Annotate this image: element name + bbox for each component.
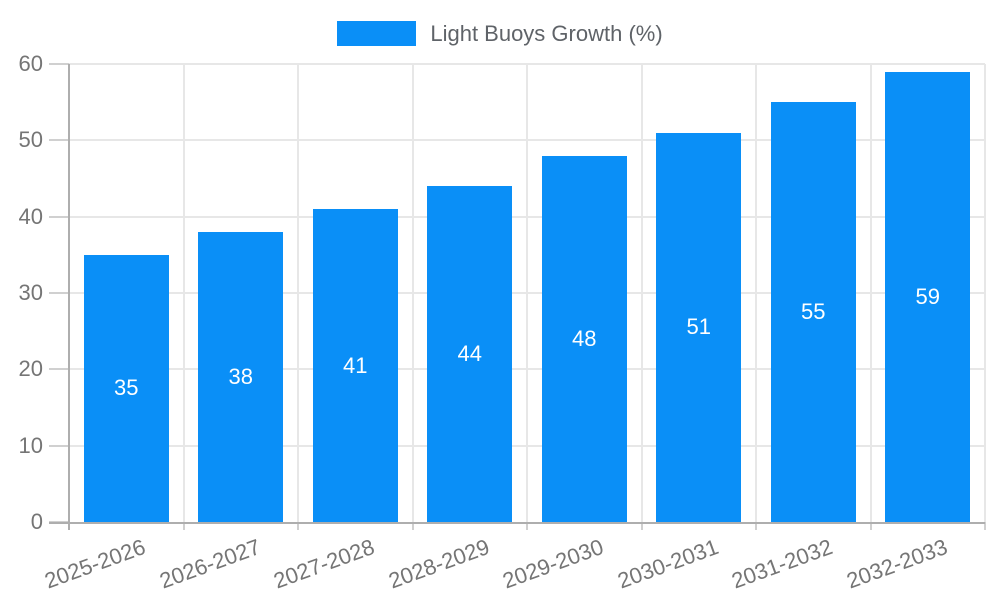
x-tick-label: 2029-2030 bbox=[499, 534, 607, 594]
bar-value-label: 59 bbox=[915, 283, 940, 309]
y-tick-mark bbox=[49, 368, 69, 371]
x-tick-mark bbox=[411, 522, 414, 530]
x-tick-mark bbox=[526, 522, 528, 530]
x-tick-label: 2031-2032 bbox=[728, 534, 836, 594]
bar[interactable]: 55 bbox=[770, 102, 856, 522]
bar[interactable]: 41 bbox=[312, 209, 398, 522]
x-gridline bbox=[297, 64, 299, 522]
x-tick-label: 2027-2028 bbox=[270, 534, 378, 594]
y-tick-label: 50 bbox=[18, 127, 43, 153]
bar-value-label: 41 bbox=[343, 352, 368, 378]
x-tick-label: 2026-2027 bbox=[155, 534, 264, 594]
bar[interactable]: 35 bbox=[83, 254, 169, 522]
x-tick-label: 2032-2033 bbox=[842, 534, 951, 594]
y-tick-label: 20 bbox=[18, 356, 43, 382]
y-tick-label: 40 bbox=[18, 203, 43, 229]
y-tick-label: 60 bbox=[18, 51, 43, 76]
y-tick-mark bbox=[49, 215, 69, 218]
y-tick-mark bbox=[49, 63, 69, 65]
bar-value-label: 48 bbox=[572, 325, 597, 351]
x-gridline bbox=[869, 64, 872, 522]
y-tick-label: 30 bbox=[18, 280, 43, 305]
legend-swatch-icon bbox=[337, 20, 417, 46]
legend-label: Light Buoys Growth (%) bbox=[430, 20, 663, 46]
bar-value-label: 38 bbox=[228, 363, 253, 389]
bar[interactable]: 51 bbox=[656, 132, 742, 522]
legend[interactable]: Light Buoys Growth (%) bbox=[0, 18, 1000, 48]
bar[interactable]: 44 bbox=[427, 186, 513, 522]
y-tick-label: 0 bbox=[30, 509, 43, 534]
bar-value-label: 51 bbox=[686, 314, 711, 340]
x-tick-mark bbox=[984, 522, 986, 530]
x-gridline bbox=[984, 64, 986, 522]
x-tick-label: 2025-2026 bbox=[41, 534, 149, 594]
y-tick-label: 10 bbox=[18, 432, 43, 458]
x-tick-mark bbox=[297, 522, 299, 530]
x-gridline bbox=[640, 64, 643, 522]
bar[interactable]: 48 bbox=[541, 155, 627, 522]
y-tick-mark bbox=[49, 292, 69, 294]
x-tick-label: 2030-2031 bbox=[613, 534, 722, 594]
x-tick-mark bbox=[755, 522, 757, 530]
bar[interactable]: 59 bbox=[885, 71, 971, 522]
x-gridline bbox=[526, 64, 528, 522]
x-tick-label: 2028-2029 bbox=[384, 534, 493, 594]
y-tick-mark bbox=[49, 444, 69, 447]
x-tick-mark bbox=[182, 522, 185, 530]
y-axis-line bbox=[68, 64, 70, 530]
x-axis-line bbox=[49, 522, 985, 524]
x-gridline bbox=[755, 64, 757, 522]
x-tick-mark bbox=[640, 522, 643, 530]
x-gridline bbox=[182, 64, 185, 522]
bar-value-label: 35 bbox=[114, 375, 139, 401]
x-tick-mark bbox=[869, 522, 872, 530]
bar[interactable]: 38 bbox=[198, 231, 284, 522]
x-gridline bbox=[411, 64, 414, 522]
bar-value-label: 55 bbox=[801, 299, 826, 325]
bar-value-label: 44 bbox=[457, 341, 482, 367]
y-tick-mark bbox=[49, 139, 69, 142]
